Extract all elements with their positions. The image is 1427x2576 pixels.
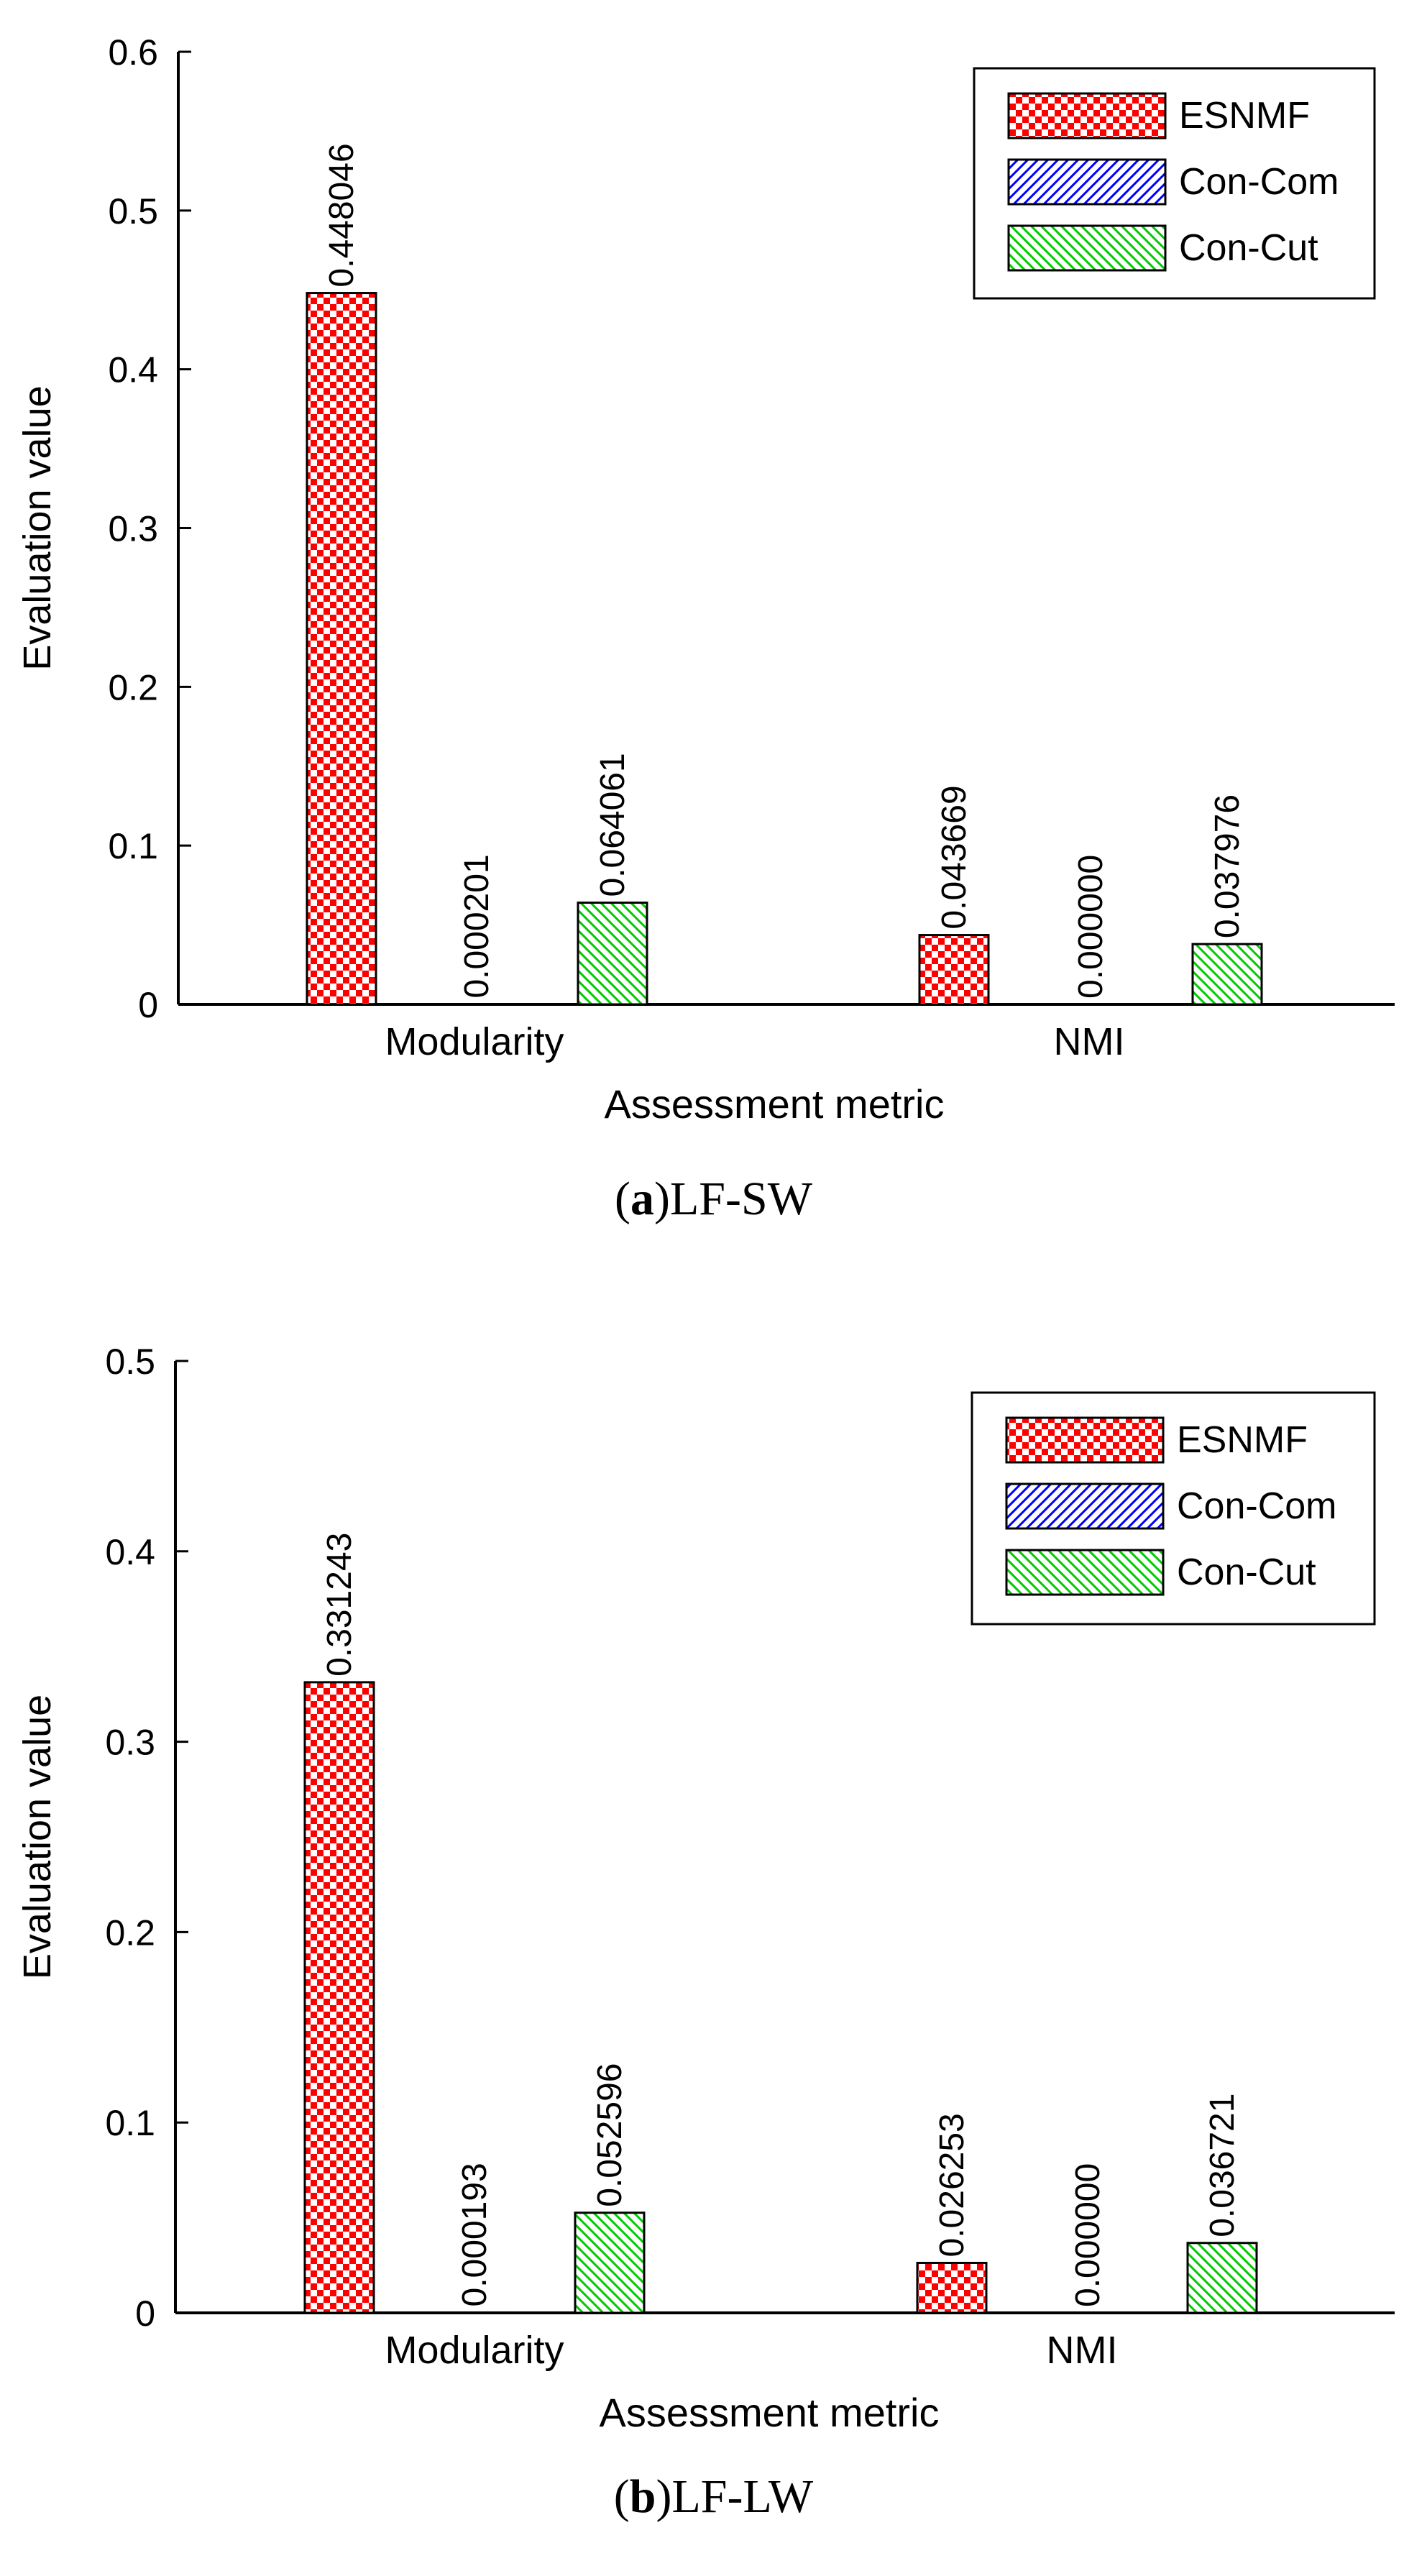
y-tick-label: 0.5 (108, 191, 158, 232)
y-tick-label: 0 (138, 985, 158, 1025)
caption-name: LF-SW (669, 1173, 812, 1225)
data-label: 0.000000 (1069, 2163, 1107, 2307)
caption-letter: b (629, 2470, 656, 2523)
legend-label: Con-Com (1179, 161, 1339, 203)
y-tick-label: 0.6 (108, 32, 158, 73)
caption-letter: a (630, 1173, 654, 1225)
bar-con-cut (1186, 2242, 1258, 2314)
x-axis-label: Assessment metric (605, 1081, 945, 1127)
y-axis-label: Evaluation value (16, 1695, 59, 1979)
y-tick-label: 0.2 (105, 1912, 155, 1953)
x-tick-label: Modularity (385, 1020, 564, 1063)
data-label: 0.000193 (456, 2163, 494, 2306)
data-label: 0.448046 (323, 143, 361, 287)
data-label: 0.000201 (458, 854, 496, 998)
data-label: 0.036721 (1203, 2094, 1242, 2237)
data-label: 0.064061 (594, 753, 632, 897)
data-label: 0.043669 (935, 785, 973, 929)
legend-label: Con-Cut (1177, 1551, 1316, 1593)
legend-swatch-con-cut (1005, 1549, 1165, 1596)
y-axis-label: Evaluation value (16, 385, 59, 670)
y-tick-label: 0.1 (105, 2103, 155, 2143)
caption-a: (a)LF-SW (615, 1173, 812, 1225)
bar-chart-b: 0 0.1 0.2 0.3 0.4 0.5 Evaluation value 0.331243… (16, 1342, 1395, 2435)
data-label: 0.331243 (321, 1533, 359, 1677)
caption-name: LF-LW (671, 2470, 814, 2523)
legend-swatch-esnmf (1005, 1416, 1165, 1464)
bar-con-cut (574, 2211, 646, 2314)
y-tick-label: 0.3 (108, 509, 158, 549)
y-tick-label: 0 (135, 2293, 155, 2334)
bar-con-com (439, 2311, 510, 2314)
x-tick-label: NMI (1047, 2329, 1118, 2372)
y-tick-label: 0.2 (108, 667, 158, 707)
legend-label: Con-Com (1177, 1485, 1337, 1527)
data-label: 0.000000 (1072, 855, 1110, 999)
bar-esnmf (918, 934, 990, 1006)
chart-panel-b: 0 0.1 0.2 0.3 0.4 0.5 Evaluation value 0.331243… (0, 1287, 1427, 2576)
chart-panel-a: 0 0.1 0.2 0.3 0.4 0.5 0.6 Evaluation value 0.448… (0, 0, 1427, 1287)
y-tick-label: 0.1 (108, 826, 158, 866)
data-label: 0.037976 (1208, 794, 1247, 938)
bar-esnmf (306, 292, 377, 1006)
legend-label: Con-Cut (1179, 227, 1318, 269)
data-label: 0.052596 (591, 2063, 629, 2207)
y-tick-label: 0.4 (105, 1532, 155, 1572)
caption-b: (b)LF-LW (613, 2470, 814, 2523)
legend-label: ESNMF (1179, 95, 1310, 137)
legend-swatch-con-com (1005, 1482, 1165, 1530)
bar-esnmf (303, 1681, 375, 2314)
y-tick-label: 0.4 (108, 350, 158, 390)
legend-swatch-con-cut (1007, 224, 1167, 272)
data-label: 0.026253 (933, 2113, 971, 2257)
legend-swatch-esnmf (1007, 92, 1167, 139)
y-tick-label: 0.5 (105, 1342, 155, 1382)
bar-con-cut (1191, 943, 1263, 1006)
legend-label: ESNMF (1177, 1419, 1308, 1461)
bar-chart-a: 0 0.1 0.2 0.3 0.4 0.5 0.6 Evaluation value 0.448… (16, 32, 1395, 1127)
x-tick-label: Modularity (385, 2329, 564, 2372)
y-tick-label: 0.3 (105, 1723, 155, 1763)
bar-con-cut (577, 902, 648, 1006)
bar-esnmf (916, 2261, 988, 2314)
x-axis-label: Assessment metric (600, 2390, 940, 2435)
x-tick-label: NMI (1054, 1020, 1125, 1063)
legend-swatch-con-com (1007, 158, 1167, 206)
